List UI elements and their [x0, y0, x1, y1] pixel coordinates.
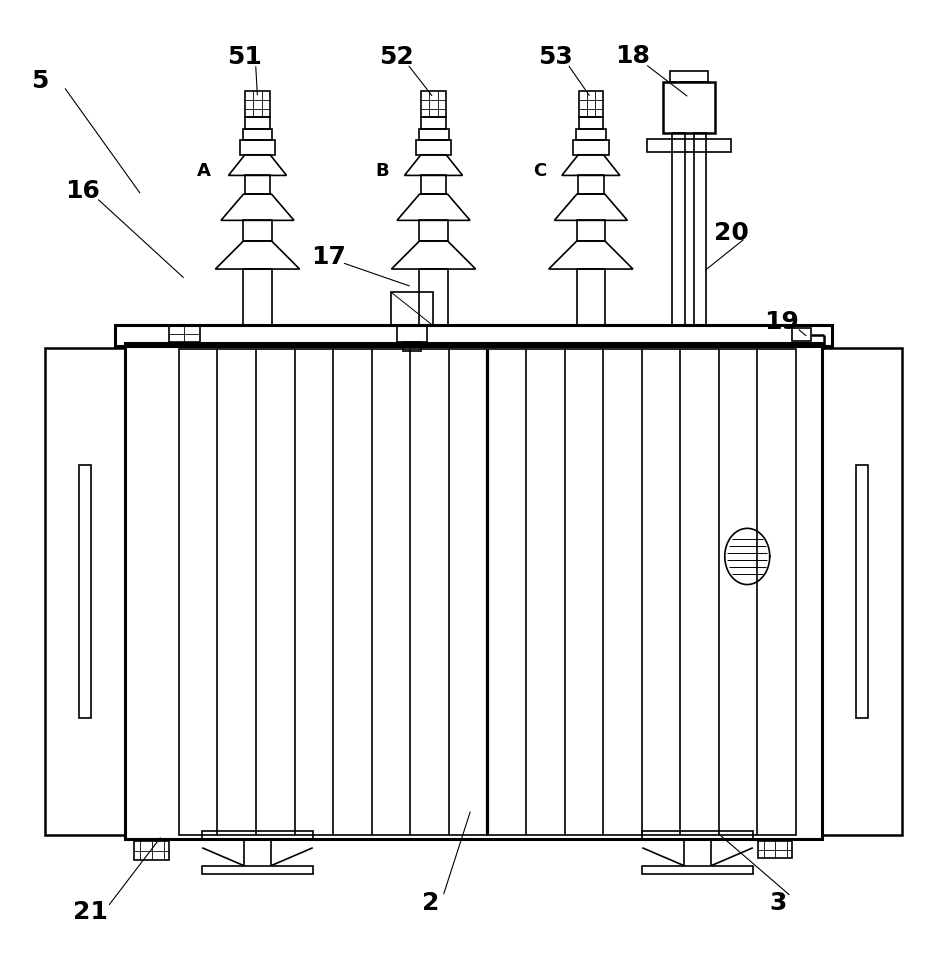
Bar [245, 117, 269, 129]
Bar [822, 348, 901, 835]
Bar [397, 325, 427, 342]
Bar [419, 220, 447, 241]
Text: 20: 20 [714, 220, 749, 245]
Bar [179, 349, 796, 835]
Bar [415, 140, 451, 155]
Bar [578, 91, 603, 117]
Text: 52: 52 [379, 45, 414, 70]
Bar [671, 71, 708, 82]
Text: 18: 18 [614, 44, 649, 69]
Bar [78, 465, 90, 718]
Bar [203, 865, 313, 874]
Bar [124, 343, 822, 839]
Bar [577, 220, 605, 241]
Bar [647, 139, 731, 152]
Bar [758, 841, 792, 858]
Bar [245, 175, 270, 194]
Bar [421, 175, 447, 194]
Bar [576, 129, 606, 140]
Text: C: C [533, 161, 546, 180]
Text: B: B [375, 161, 389, 180]
Text: 16: 16 [65, 179, 100, 203]
Text: 2: 2 [422, 891, 439, 915]
Bar [402, 342, 421, 351]
Text: 19: 19 [765, 310, 800, 335]
Bar [856, 465, 868, 718]
Bar [134, 841, 170, 860]
Bar [663, 82, 715, 133]
Bar [642, 831, 753, 839]
Bar [421, 117, 446, 129]
Text: 3: 3 [770, 891, 787, 915]
Bar [203, 831, 313, 839]
Bar [242, 129, 272, 140]
Bar [243, 269, 271, 325]
Bar [243, 220, 271, 241]
Text: 53: 53 [538, 45, 573, 70]
Text: A: A [197, 161, 211, 180]
Bar [421, 91, 446, 117]
Bar [418, 129, 448, 140]
Text: 17: 17 [311, 245, 346, 269]
Bar [578, 175, 604, 194]
Bar [419, 269, 447, 325]
Text: 21: 21 [73, 900, 108, 924]
Bar [169, 325, 201, 342]
Bar [577, 269, 605, 325]
Bar [578, 117, 603, 129]
Bar [792, 328, 811, 341]
Bar [673, 133, 685, 325]
Text: 5: 5 [31, 69, 49, 93]
Bar [573, 140, 609, 155]
Bar [245, 91, 269, 117]
Text: 51: 51 [227, 45, 262, 70]
Bar [239, 140, 275, 155]
Bar [694, 133, 706, 325]
Bar [392, 292, 432, 325]
Bar [642, 865, 753, 874]
Bar [115, 325, 832, 346]
Bar [45, 348, 124, 835]
